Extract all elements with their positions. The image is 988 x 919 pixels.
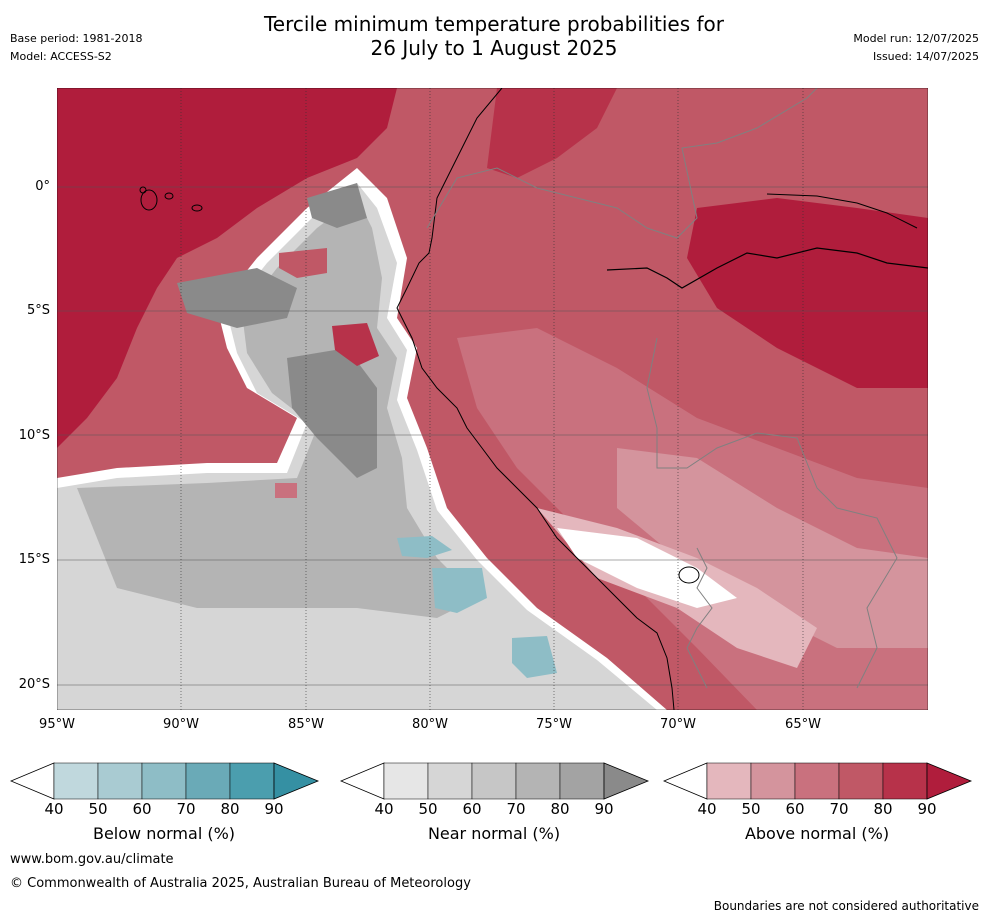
colorbar-title: Near normal (%) (427, 824, 561, 843)
below-normal-patch-b (432, 568, 487, 613)
lat-tick-20s: 20°S (18, 677, 50, 692)
colorbar-min-extension (663, 762, 708, 800)
colorbar-segment (794, 762, 840, 800)
lat-tick-5s: 5°S (26, 303, 50, 318)
colorbar-tick-label: 60 (132, 800, 152, 818)
boundary-disclaimer: Boundaries are not considered authoritat… (713, 899, 979, 913)
colorbar-tick-label: 80 (220, 800, 240, 818)
colorbar-segment (97, 762, 143, 800)
lon-tick-75w: 75°W (536, 717, 572, 732)
colorbar-below (10, 762, 320, 800)
colorbar-tick-label: 90 (917, 800, 937, 818)
lon-tick-65w: 65°W (785, 717, 821, 732)
colorbar-tick-label: 90 (264, 800, 284, 818)
colorbar-segment (229, 762, 275, 800)
colorbar-segment (750, 762, 796, 800)
below-normal-patch-a (397, 536, 452, 558)
near-normal-core-b (287, 348, 377, 478)
lat-tick-10s: 10°S (18, 428, 50, 443)
amazon-river (606, 247, 928, 289)
colorbar-segment (515, 762, 561, 800)
country-border-north (426, 88, 818, 239)
colorbar-max-extension (273, 762, 320, 800)
issued-date: Issued: 14/07/2025 (872, 50, 979, 63)
inland-moderate-region (617, 448, 928, 648)
colorbar-near (340, 762, 650, 800)
colorbar-tick-label: 50 (88, 800, 108, 818)
near-normal-strong-region (77, 198, 477, 618)
colorbar-tick-label: 60 (462, 800, 482, 818)
nw-strong-above-region (57, 88, 397, 448)
coastal-above-region (487, 88, 617, 178)
lon-tick-70w: 70°W (660, 717, 696, 732)
rio-negro-river (766, 193, 918, 229)
colorbar-tick-label: 70 (506, 800, 526, 818)
embedded-above-patch-a (279, 248, 327, 278)
colorbar-tick-label: 70 (176, 800, 196, 818)
colorbar-tick-label: 40 (44, 800, 64, 818)
coastline (396, 88, 675, 710)
title-line-1: Tercile minimum temperature probabilitie… (263, 12, 725, 36)
model-run: Model run: 12/07/2025 (853, 32, 979, 45)
colorbar-tick-label: 80 (550, 800, 570, 818)
lat-tick-0: 0° (35, 179, 50, 194)
colorbar-tick-label: 50 (418, 800, 438, 818)
near-normal-core-c (307, 183, 367, 228)
copyright-text: © Commonwealth of Australia 2025, Austra… (10, 876, 471, 891)
colorbar-title: Below normal (%) (92, 824, 236, 843)
colorbar-min-extension (340, 762, 385, 800)
colorbar-segment (185, 762, 231, 800)
coastal-neutral-region (557, 528, 737, 608)
colorbar-segment (706, 762, 752, 800)
colorbar-above (663, 762, 973, 800)
colorbar-tick-label: 80 (873, 800, 893, 818)
below-normal-patch-c (512, 636, 557, 678)
model-name: Model: ACCESS-S2 (10, 50, 112, 63)
colorbar-tick-label: 40 (374, 800, 394, 818)
colorbar-segment (559, 762, 605, 800)
colorbar-segment (427, 762, 473, 800)
colorbar-segment (882, 762, 928, 800)
lake-titicaca (678, 566, 700, 584)
lon-tick-85w: 85°W (288, 717, 324, 732)
lon-tick-80w: 80°W (412, 717, 448, 732)
country-border-south (686, 547, 713, 689)
colorbar-tick-label: 90 (594, 800, 614, 818)
base-period: Base period: 1981-2018 (10, 32, 143, 45)
colorbar-tick-label: 40 (697, 800, 717, 818)
lat-tick-15s: 15°S (18, 552, 50, 567)
colorbar-segment (838, 762, 884, 800)
near-normal-core-a (177, 268, 297, 328)
colorbar-segment (383, 762, 429, 800)
map-title: Tercile minimum temperature probabilitie… (0, 12, 988, 60)
colorbar-segment (471, 762, 517, 800)
website-url: www.bom.gov.au/climate (10, 852, 174, 867)
colorbar-segment (141, 762, 187, 800)
colorbar-tick-label: 70 (829, 800, 849, 818)
colorbar-tick-label: 50 (741, 800, 761, 818)
probability-map (57, 88, 928, 710)
embedded-above-patch-b (332, 323, 379, 366)
colorbar-title: Above normal (%) (744, 824, 890, 843)
colorbar-tick-label: 60 (785, 800, 805, 818)
colorbar-max-extension (926, 762, 973, 800)
galapagos-islands (139, 186, 203, 212)
lon-tick-95w: 95°W (39, 717, 75, 732)
colorbar-min-extension (10, 762, 55, 800)
colorbar-segment (53, 762, 99, 800)
lon-tick-90w: 90°W (163, 717, 199, 732)
country-border-east (646, 337, 898, 689)
latitude-gridlines (57, 186, 928, 686)
colorbar-max-extension (603, 762, 650, 800)
amazon-strong-above-region (687, 198, 928, 388)
title-line-2: 26 July to 1 August 2025 (370, 36, 618, 60)
embedded-above-patch-c (275, 483, 297, 498)
